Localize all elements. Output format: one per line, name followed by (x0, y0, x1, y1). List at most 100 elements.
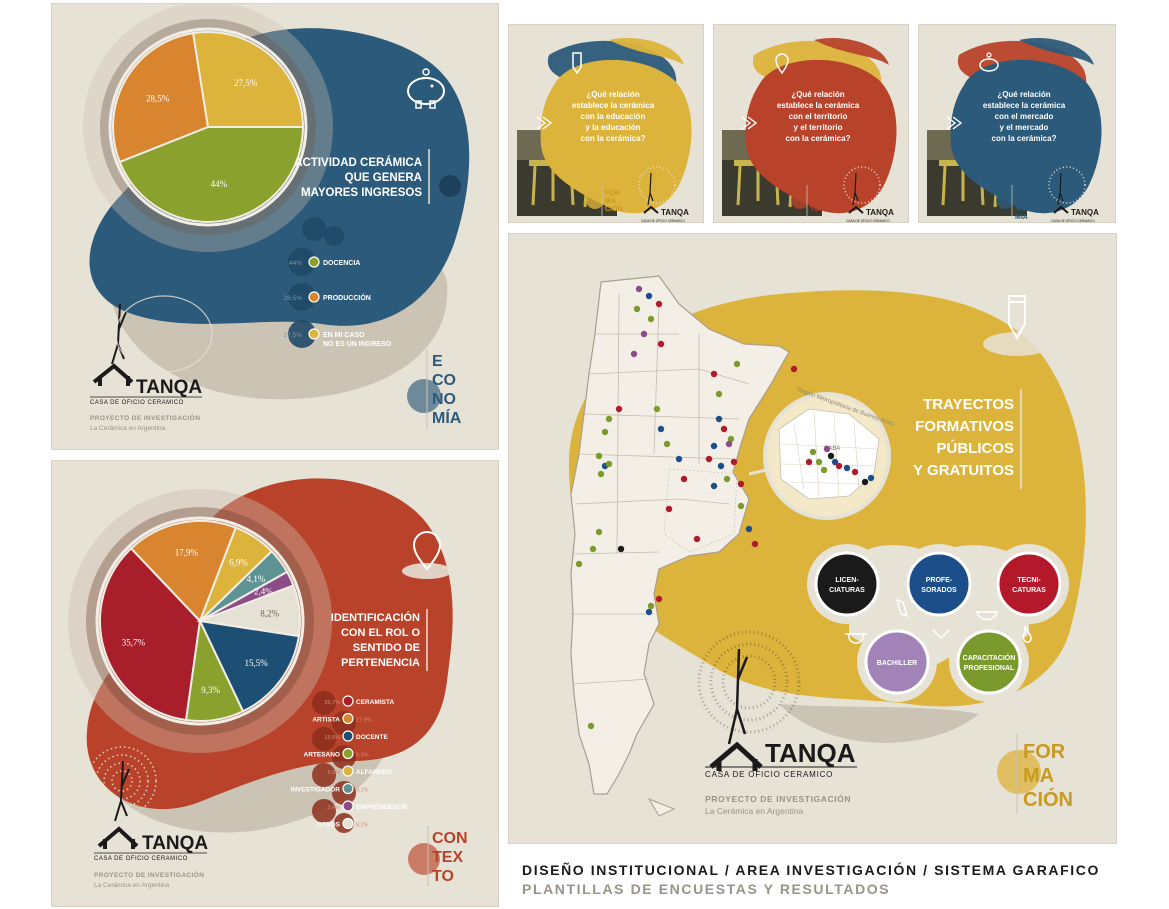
map-dot (635, 285, 643, 293)
question-graphic: ¿Qué relación establece la cerámica con el… (722, 37, 897, 223)
legend-pct: 9,3% (356, 753, 369, 759)
map-dot (710, 482, 718, 490)
map-dot (630, 350, 638, 358)
map-dot (790, 365, 798, 373)
contexto-graphic: 35,7% 17,9% 6,9% 4,1% 2,4% 8,2% 15,5% 9,3% IDEN… (68, 478, 468, 889)
chevron-right-icon (741, 116, 758, 130)
question-line: ¿Qué relación (997, 90, 1050, 99)
legend-label: ARTESANO (304, 752, 340, 759)
map-dot (655, 300, 663, 308)
legend-swatch (308, 328, 320, 340)
brand-tagline: CASA DE OFICIO CERAMICO (1051, 219, 1095, 223)
category-label: LICEN- (835, 577, 859, 584)
brand-name: TANQA (866, 208, 894, 217)
pie-slice (129, 520, 238, 623)
brand-tagline: CASA DE OFICIO CERAMICO (846, 219, 890, 223)
map-dot (655, 595, 663, 603)
tag-line: CO (1015, 198, 1026, 205)
question-text: ¿Qué relación establece la cerámica con la… (572, 90, 655, 143)
pie-slice-label: 44% (211, 179, 228, 189)
question-line: con el territorio (789, 112, 848, 121)
category-label: SORADOS (921, 587, 957, 594)
question-blob (745, 59, 897, 214)
map-dot (645, 608, 653, 616)
pie-slice-label: 15,5% (245, 658, 269, 668)
tag-line: CON (432, 830, 468, 847)
tag-line: FOR (605, 190, 620, 197)
map-dot (710, 442, 718, 450)
question-card-contexto: ¿Qué relación establece la cerámica con el… (713, 24, 909, 223)
chevron-right-icon (946, 116, 963, 130)
tag-texture (997, 750, 1041, 794)
tag-line: CIÓN (605, 204, 623, 213)
map-dot (589, 545, 597, 553)
pie-slice-label: 9,3% (201, 685, 220, 695)
question-graphic: ¿Qué relación establece la cerámica con la… (517, 37, 692, 222)
tag-line: TO (810, 206, 820, 213)
legend-label: NO ES UN INGRESO (323, 341, 392, 348)
tag-line: TO (432, 868, 454, 885)
map-dot (720, 425, 728, 433)
question-line: y el mercado (1000, 123, 1049, 132)
map-dot (723, 475, 731, 483)
formacion-graphic: CABA Región Metropolitana de Buenos Aire… (569, 275, 1086, 817)
location-pin-icon (775, 53, 789, 75)
tanqa-logo (97, 760, 139, 849)
legend-swatch (308, 291, 320, 303)
title-line: CON EL ROL O (341, 627, 420, 639)
category-label: CAPACITACIÓN (963, 653, 1016, 662)
contexto-tag: CON TEX TO (432, 830, 468, 885)
brand-tagline: CASA DE OFICIO CERAMICO (705, 770, 833, 779)
question-text: ¿Qué relación establece la cerámica con el… (777, 90, 860, 143)
map-dot (680, 475, 688, 483)
legend-pct: 6,9% (327, 770, 340, 776)
category-node (864, 629, 930, 695)
map-dot (725, 440, 733, 448)
formacion-panel: CABA Región Metropolitana de Buenos Aire… (508, 233, 1117, 844)
economia-legend: 44% DOCENCIA 28,5% PRODUCCIÓN 27,5% EN MI CAS… (284, 256, 392, 348)
category-label: CIATURAS (829, 587, 865, 594)
brand-name: TANQA (1071, 208, 1099, 217)
contexto-title: IDENTIFICACIÓN CON EL ROL O SENTIDO DE P… (331, 611, 421, 669)
map-dot (693, 535, 701, 543)
category-node (956, 629, 1022, 695)
region-dots (805, 445, 875, 486)
economia-graphic: 44% 28,5% 27,5% ACTIVIDAD CERÁMICA QUE GEN… (83, 4, 470, 432)
brand-name: TANQA (142, 833, 208, 854)
pie-slice (191, 31, 305, 128)
category-label: PROFESIONAL (964, 665, 1015, 672)
pie-ring (95, 516, 305, 726)
region-dot (835, 462, 843, 470)
legend-swatch (342, 800, 354, 812)
pencil-icon (572, 52, 582, 75)
question-card-formacion: ¿Qué relación establece la cerámica con la… (508, 24, 704, 223)
map-dot (730, 458, 738, 466)
legend-label: ALFARERO (356, 769, 392, 776)
tag-line: CIÓN (1023, 787, 1073, 811)
legend-pct: 28,5% (284, 295, 303, 302)
economia-pie: 44% 28,5% 27,5% (112, 31, 305, 223)
question-line: ¿Qué relación (586, 90, 639, 99)
pie-slice-label: 4,1% (247, 574, 266, 584)
texture-dot (439, 175, 461, 197)
legend-pct: 44% (289, 260, 302, 267)
tag-line: MÍA (1015, 212, 1028, 221)
map-dot (710, 370, 718, 378)
project-title: PROYECTO DE INVESTIGACIÓN (90, 413, 200, 422)
tag-line: MÍA (432, 408, 462, 427)
map-dot (715, 415, 723, 423)
tag-line: TEX (432, 849, 463, 866)
legend-pct: 15,5% (324, 735, 340, 741)
economia-tag: E CO NO MÍA (432, 353, 462, 427)
region-dot (867, 474, 875, 482)
region-dot (827, 452, 835, 460)
tag-line: CON (810, 190, 826, 197)
tanqa-logo (848, 172, 864, 214)
flame-icon (1022, 625, 1032, 643)
legend-swatch (342, 695, 354, 707)
question-line: y el territorio (794, 123, 843, 132)
map-dot (715, 390, 723, 398)
legend-pct: 27,5% (284, 332, 303, 339)
legend-label: DOCENTE (356, 734, 388, 741)
pot-icon (845, 633, 867, 644)
